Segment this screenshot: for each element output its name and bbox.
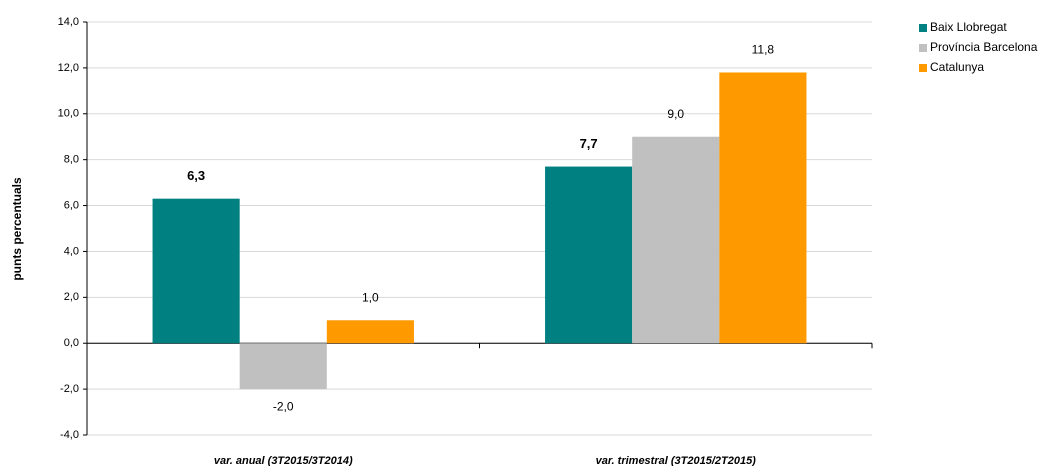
value-label: 1,0 xyxy=(362,290,379,304)
value-label: -2,0 xyxy=(273,399,294,413)
bar xyxy=(326,320,414,344)
y-tick-label: 10,0 xyxy=(58,108,79,120)
value-label: 9,0 xyxy=(667,107,684,121)
y-tick-label: 8,0 xyxy=(64,154,79,166)
y-axis-title: punts percentuals xyxy=(10,177,24,281)
value-label: 6,3 xyxy=(187,168,205,183)
y-tick-label: 6,0 xyxy=(64,199,79,211)
legend-swatch xyxy=(919,44,927,52)
y-tick-label: 0,0 xyxy=(64,337,79,349)
y-tick-label: 4,0 xyxy=(64,245,79,257)
legend-swatch xyxy=(919,64,927,72)
bar xyxy=(239,343,327,390)
legend-swatch xyxy=(919,24,927,32)
bar xyxy=(152,198,240,344)
legend-label: Província Barcelona xyxy=(930,40,1038,54)
y-tick-label: -2,0 xyxy=(60,383,79,395)
bar xyxy=(632,136,720,344)
y-tick-label: 2,0 xyxy=(64,291,79,303)
value-label: 11,8 xyxy=(752,43,775,57)
value-label: 7,7 xyxy=(580,136,598,151)
y-tick-label: 12,0 xyxy=(58,62,79,74)
bar xyxy=(545,166,633,344)
x-tick-label: var. anual (3T2015/3T2014) xyxy=(214,455,353,466)
legend-label: Baix Llobregat xyxy=(930,20,1007,34)
x-tick-label: var. trimestral (3T2015/2T2015) xyxy=(596,455,757,466)
y-tick-label: 14,0 xyxy=(58,16,79,28)
legend-label: Catalunya xyxy=(930,60,984,74)
bar xyxy=(719,72,807,344)
y-tick-label: -4,0 xyxy=(60,429,79,441)
